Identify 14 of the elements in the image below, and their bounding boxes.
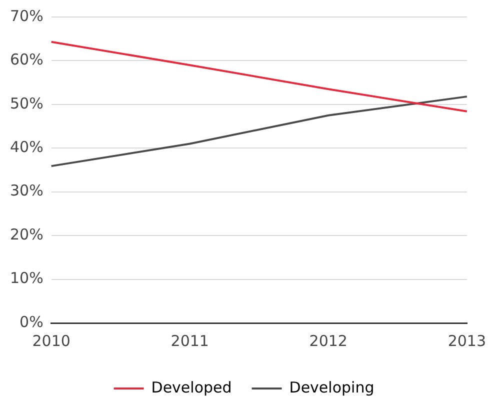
- y-tick-label: 60%: [10, 50, 44, 69]
- x-tick-label: 2010: [32, 332, 70, 350]
- y-tick-label: 20%: [10, 225, 44, 244]
- x-tick-label: 2013: [448, 332, 486, 350]
- legend-label: Developing: [289, 378, 374, 396]
- y-tick-label: 50%: [10, 94, 44, 112]
- x-tick-label: 2012: [309, 332, 348, 350]
- y-tick-label: 40%: [10, 138, 44, 156]
- y-tick-label: 10%: [10, 269, 44, 288]
- legend-label: Developed: [151, 378, 232, 396]
- x-tick-label: 2011: [170, 332, 209, 350]
- y-tick-label: 30%: [10, 182, 44, 200]
- y-tick-label: 70%: [10, 6, 44, 25]
- y-tick-label: 0%: [20, 312, 44, 331]
